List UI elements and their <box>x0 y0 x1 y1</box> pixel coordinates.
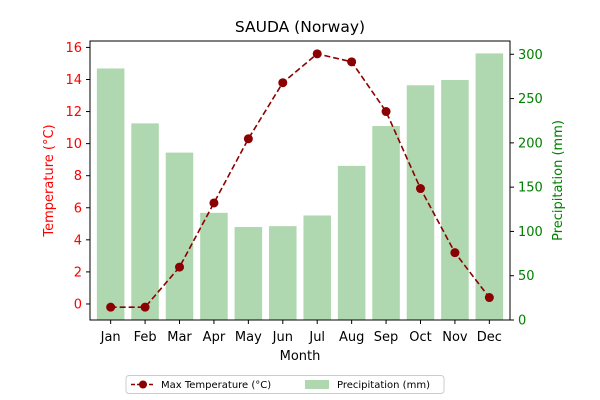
precip-bar-may <box>234 227 263 320</box>
legend-line-marker <box>139 380 147 389</box>
temperature-point-sep <box>381 107 391 117</box>
chart-title: SAUDA (Norway) <box>235 18 365 36</box>
temperature-point-jun <box>278 78 288 88</box>
temperature-point-jul <box>312 49 322 59</box>
x-tick-label-dec: Dec <box>477 330 502 345</box>
x-tick-label-jun: Jun <box>272 330 293 345</box>
left-axis: 0 2 4 6 8 10 12 14 16 <box>65 41 90 312</box>
precip-bar-jul <box>303 215 331 320</box>
x-tick-label-feb: Feb <box>134 330 157 345</box>
precip-bar-dec <box>475 53 504 321</box>
x-tick-label-aug: Aug <box>339 330 364 345</box>
temperature-point-mar <box>175 262 185 272</box>
x-tick-label-oct: Oct <box>409 330 431 345</box>
right-tick-label: 250 <box>518 92 543 107</box>
precip-bar-oct <box>406 85 435 321</box>
right-tick-label: 50 <box>518 269 535 284</box>
temperature-point-may <box>243 134 253 144</box>
left-tick-label: 6 <box>74 201 82 216</box>
temperature-point-apr <box>209 198 219 208</box>
temperature-point-jan <box>106 302 116 312</box>
temperature-point-feb <box>140 302 150 312</box>
precip-bar-apr <box>200 212 228 320</box>
x-tick-label-may: May <box>235 330 262 345</box>
left-tick-label: 2 <box>74 265 82 280</box>
legend: Max Temperature (°C) Precipitation (mm) <box>125 375 445 394</box>
legend-bar-swatch <box>305 380 329 389</box>
temperature-point-nov <box>450 248 460 258</box>
temperature-line-layer <box>106 49 494 312</box>
right-axis-label: Precipitation (mm) <box>551 120 566 241</box>
right-tick-label: 200 <box>518 136 543 151</box>
x-tick-label-sep: Sep <box>374 330 399 345</box>
temperature-line <box>110 52 490 308</box>
left-tick-label: 12 <box>65 105 82 120</box>
left-tick-label: 14 <box>65 73 82 88</box>
right-tick-label: 100 <box>518 225 543 240</box>
precip-bar-jan <box>96 68 125 320</box>
right-tick-label: 0 <box>518 314 526 329</box>
left-tick-label: 16 <box>65 41 82 56</box>
right-tick-label: 300 <box>518 48 543 63</box>
legend-frame <box>125 375 445 394</box>
right-axis: 0 50 100 150 200 250 300 <box>510 48 543 329</box>
x-tick-label-apr: Apr <box>203 330 226 345</box>
temperature-point-dec <box>484 293 494 303</box>
plot-frame <box>89 40 511 321</box>
left-tick-label: 4 <box>74 233 82 248</box>
temperature-point-aug <box>347 57 357 67</box>
precip-bar-sep <box>372 126 400 321</box>
precip-bar-feb <box>131 123 159 320</box>
precip-bar-aug <box>337 165 366 320</box>
left-tick-label: 8 <box>74 169 82 184</box>
x-axis-label: Month <box>280 349 321 364</box>
legend-label-precipitation: Precipitation (mm) <box>337 380 430 391</box>
precip-bar-mar <box>165 152 194 320</box>
x-tick-label-nov: Nov <box>442 330 468 345</box>
x-tick-label-jul: Jul <box>308 330 325 345</box>
precip-bar-nov <box>441 79 469 320</box>
x-tick-label-mar: Mar <box>167 330 192 345</box>
right-tick-label: 150 <box>518 181 543 196</box>
precip-bar-jun <box>269 226 297 320</box>
x-tick-label-jan: Jan <box>100 330 121 345</box>
left-axis-label: Temperature (°C) <box>42 124 57 237</box>
x-axis: Jan Feb Mar Apr May Jun Jul Aug Sep Oct Nov Dec <box>100 320 502 345</box>
left-tick-label: 0 <box>74 297 82 312</box>
temperature-point-oct <box>415 184 425 194</box>
legend-label-temperature: Max Temperature (°C) <box>161 380 271 391</box>
bars-layer <box>96 53 504 321</box>
left-tick-label: 10 <box>65 137 82 152</box>
